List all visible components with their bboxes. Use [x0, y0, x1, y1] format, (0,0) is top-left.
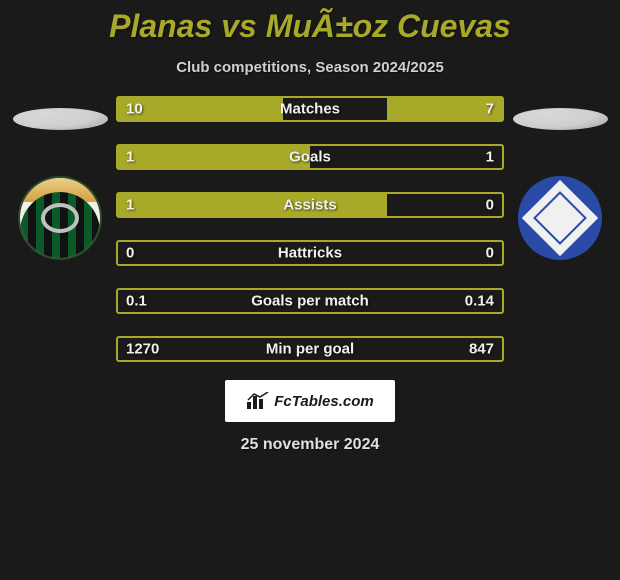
stat-value-left: 0.1: [126, 293, 147, 310]
player-placeholder-left: [13, 108, 108, 130]
stat-value-left: 1: [126, 149, 134, 166]
stat-value-left: 1: [126, 197, 134, 214]
chart-icon: [246, 392, 270, 410]
stat-label: Goals: [118, 149, 502, 166]
stat-value-left: 1270: [126, 341, 159, 358]
stat-row: Matches10 7: [116, 96, 504, 122]
stat-value-left: 0: [126, 245, 134, 262]
stat-value-right: 7: [486, 101, 494, 118]
team-left-badge: [18, 176, 102, 260]
date-text: 25 november 2024: [241, 436, 380, 454]
stat-value-right: 0.14: [465, 293, 494, 310]
footer: FcTables.com 25 november 2024: [225, 380, 395, 454]
stat-row: Goals1 1: [116, 144, 504, 170]
stat-label: Min per goal: [118, 341, 502, 358]
brand-box: FcTables.com: [225, 380, 395, 422]
stat-row: Assists1 0: [116, 192, 504, 218]
right-side: [510, 96, 610, 260]
stat-label: Assists: [118, 197, 502, 214]
comparison-infographic: Planas vs MuÃ±oz Cuevas Club competition…: [0, 0, 620, 454]
stat-row: Min per goal1270 847: [116, 336, 504, 362]
stat-row: Hattricks0 0: [116, 240, 504, 266]
stat-value-right: 1: [486, 149, 494, 166]
brand-text: FcTables.com: [274, 393, 373, 410]
stat-label: Matches: [118, 101, 502, 118]
stat-value-right: 0: [486, 197, 494, 214]
page-title: Planas vs MuÃ±oz Cuevas: [109, 8, 511, 45]
team-right-badge: [518, 176, 602, 260]
stat-value-right: 0: [486, 245, 494, 262]
stat-value-right: 847: [469, 341, 494, 358]
subtitle: Club competitions, Season 2024/2025: [176, 59, 444, 76]
stat-label: Hattricks: [118, 245, 502, 262]
stat-value-left: 10: [126, 101, 143, 118]
stat-row: Goals per match0.1 0.14: [116, 288, 504, 314]
player-placeholder-right: [513, 108, 608, 130]
left-side: [10, 96, 110, 260]
stat-label: Goals per match: [118, 293, 502, 310]
main-content: Matches107Goals11Assists10Hattricks00Goa…: [0, 96, 620, 362]
stat-bars: Matches107Goals11Assists10Hattricks00Goa…: [110, 96, 510, 362]
